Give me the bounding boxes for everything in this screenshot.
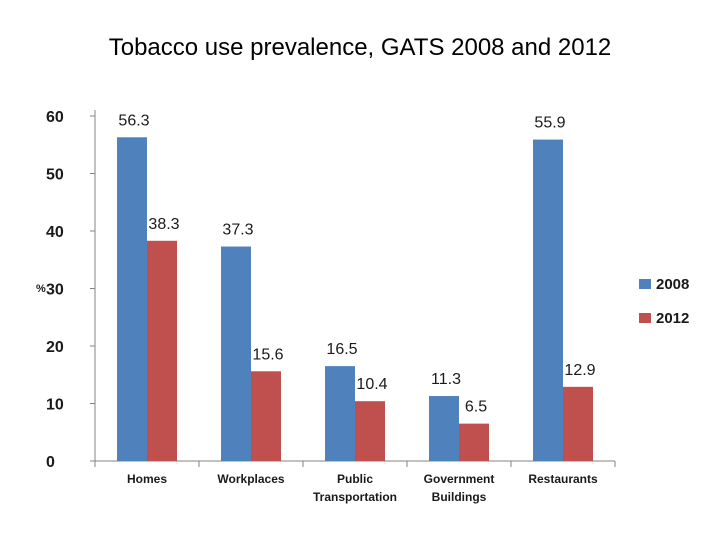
bar-2008 (221, 246, 251, 461)
y-tick-label: 30 (46, 282, 64, 299)
y-tick-label: 10 (46, 397, 64, 414)
bars (117, 137, 593, 461)
x-tick-label: Public (337, 472, 373, 486)
y-tick-label: 0 (46, 454, 55, 471)
bar-2012 (355, 401, 385, 461)
legend-label-2008: 2008 (656, 276, 689, 293)
y-tick-label: 20 (46, 339, 64, 356)
bar-2012 (147, 240, 177, 461)
y-tick-label: 40 (46, 224, 64, 241)
data-label-2012: 6.5 (465, 399, 487, 416)
data-label-2012: 10.4 (356, 376, 387, 393)
legend-label-2012: 2012 (656, 310, 689, 327)
data-labels: 56.3 38.3 37.3 15.6 16.5 10.4 11.36.5 55.9 12.9 (118, 112, 595, 415)
data-label-2012: 12.9 (564, 362, 595, 379)
y-tick-label: 50 (46, 167, 64, 184)
data-label-2008: 16.5 (326, 341, 357, 358)
x-tick-label: Homes (127, 472, 167, 486)
x-tick-label: Buildings (432, 490, 487, 504)
bar-2008 (117, 137, 147, 461)
legend: 2008 2012 (639, 276, 689, 327)
data-label-2008: 37.3 (222, 222, 253, 239)
data-label-2008: 11.3 (431, 371, 461, 388)
bar-2008 (429, 396, 459, 461)
bar-2008 (533, 139, 563, 461)
y-axis-label: % (36, 283, 46, 295)
x-tick-label: Workplaces (217, 472, 284, 486)
data-label-2012: 15.6 (252, 346, 283, 363)
data-label-2012: 38.3 (148, 216, 179, 233)
x-tick-label: Restaurants (528, 472, 598, 486)
bar-2012 (563, 386, 593, 461)
legend-swatch-2012 (639, 313, 651, 323)
y-tick-label: 60 (46, 109, 64, 126)
legend-swatch-2008 (639, 279, 651, 289)
data-label-2008: 56.3 (118, 112, 149, 129)
bar-2012 (251, 371, 281, 461)
bar-2008 (325, 366, 355, 461)
data-label-2008: 55.9 (534, 115, 565, 132)
chart-title: Tobacco use prevalence, GATS 2008 and 20… (108, 34, 612, 61)
x-tick-label: Transportation (313, 490, 397, 504)
bar-2012 (459, 423, 489, 461)
x-tick-label: Government (424, 472, 495, 486)
